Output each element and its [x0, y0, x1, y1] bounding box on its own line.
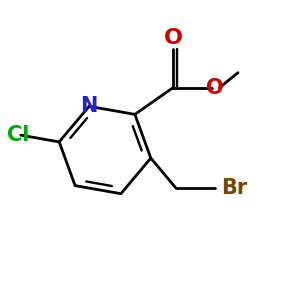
- Text: N: N: [80, 96, 98, 116]
- Text: Cl: Cl: [7, 125, 29, 145]
- Text: O: O: [164, 28, 182, 48]
- Text: Br: Br: [221, 178, 247, 198]
- Text: O: O: [206, 78, 224, 98]
